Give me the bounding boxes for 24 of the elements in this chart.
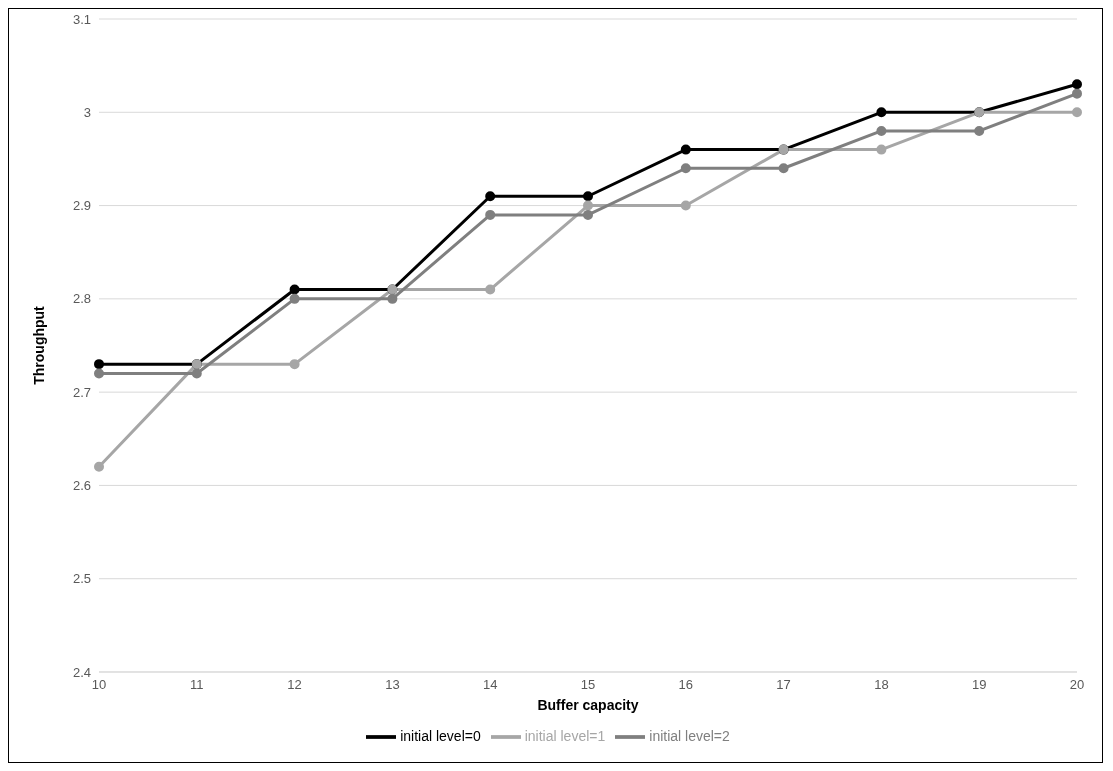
x-tick-label: 18 xyxy=(874,677,889,693)
x-tick-label: 11 xyxy=(190,677,204,693)
y-tick-label: 3.1 xyxy=(72,11,91,27)
x-tick-label: 20 xyxy=(1069,677,1085,693)
y-axis-title: Throughput xyxy=(30,305,47,385)
x-tick-label: 17 xyxy=(776,677,791,693)
legend-label: initial level=2 xyxy=(649,727,730,744)
x-tick-label: 16 xyxy=(678,677,694,693)
x-tick-label: 19 xyxy=(971,677,987,693)
x-tick-label: 10 xyxy=(91,677,107,693)
y-tick-label: 2.8 xyxy=(72,291,91,307)
x-tick-label: 12 xyxy=(287,677,302,693)
y-tick-label: 2.9 xyxy=(72,198,91,214)
legend-label: initial level=1 xyxy=(524,727,606,744)
x-tick-label: 14 xyxy=(482,677,498,693)
y-tick-label: 2.6 xyxy=(72,478,91,494)
legend-label: initial level=0 xyxy=(400,727,481,744)
y-tick-label: 3 xyxy=(83,104,91,120)
x-axis-title: Buffer capacity xyxy=(537,697,639,713)
x-tick-label: 15 xyxy=(580,677,596,693)
y-tick-label: 2.5 xyxy=(72,571,91,587)
x-tick-label: 13 xyxy=(385,677,400,693)
y-tick-label: 2.7 xyxy=(72,384,91,400)
y-tick-label: 2.4 xyxy=(72,664,91,680)
